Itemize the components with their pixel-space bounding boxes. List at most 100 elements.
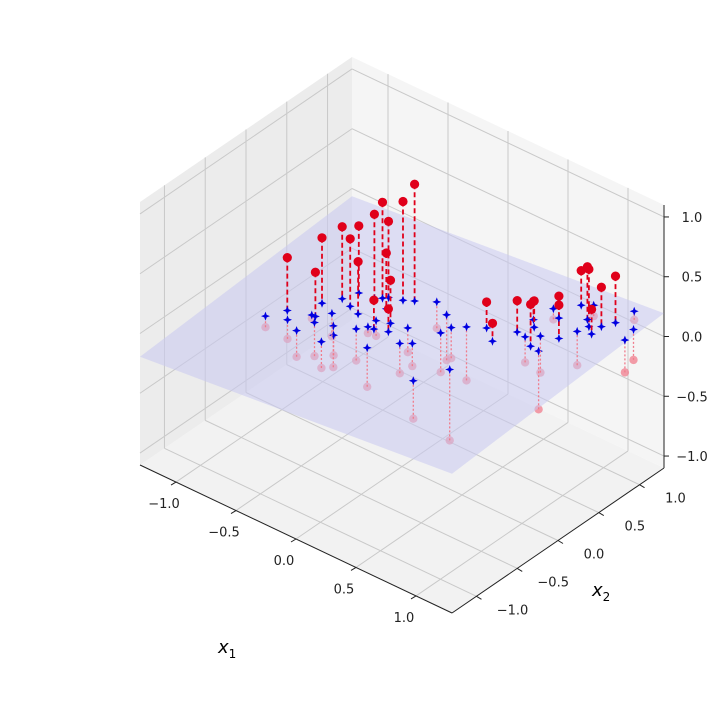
projected-point <box>386 318 395 328</box>
projected-point <box>282 306 292 315</box>
data-point-above <box>369 295 379 305</box>
data-point-above <box>383 304 393 314</box>
projected-point <box>554 333 564 343</box>
data-point-above <box>487 318 498 328</box>
projected-point <box>535 331 545 341</box>
data-point-above <box>398 196 408 207</box>
projected-point <box>345 301 355 311</box>
data-point-above <box>377 197 388 207</box>
data-point-above <box>381 248 391 258</box>
z-tick-label: 0.5 <box>682 271 703 286</box>
projected-point <box>327 308 337 318</box>
projected-point <box>584 322 594 332</box>
grid-line <box>205 419 518 569</box>
data-point-above <box>337 222 347 232</box>
projected-point <box>462 322 471 332</box>
projected-point <box>482 323 492 333</box>
projected-point <box>572 326 582 336</box>
y-axis-label-subscript: 2 <box>603 590 611 604</box>
y-tick <box>557 540 564 544</box>
data-point-above <box>554 291 564 301</box>
tick-labels: −1.0 −0.5 0.0 0.5 1.0 −1.0 −0.5 0.0 0.5 1.0 −1.0 −0… <box>148 211 708 626</box>
projected-point <box>328 321 338 331</box>
data-point-above <box>369 209 379 219</box>
y-tick-label: 1.0 <box>665 492 686 507</box>
projected-point <box>395 338 405 348</box>
y-tick <box>598 512 605 517</box>
projected-point <box>310 311 320 321</box>
projected-point <box>407 339 417 348</box>
x-tick-label: −1.0 <box>148 497 180 512</box>
above-plane-layer <box>282 179 621 328</box>
projected-point <box>261 311 270 321</box>
z-tick-label: 1.0 <box>682 211 703 226</box>
data-point-above <box>310 267 320 277</box>
projected-point <box>520 332 530 342</box>
data-point-above <box>610 271 621 281</box>
grid-line <box>139 68 353 215</box>
projected-point <box>310 318 319 327</box>
projected-point <box>512 327 522 337</box>
x-tick <box>410 595 417 600</box>
projection-plane <box>140 196 664 474</box>
x-tick-label: −0.5 <box>208 526 240 541</box>
x-tick-label: 0.0 <box>274 554 295 569</box>
projected-point <box>596 322 606 332</box>
projected-point <box>488 336 497 346</box>
projected-point <box>629 306 639 316</box>
projected-point <box>442 310 452 320</box>
y-tick <box>639 484 645 489</box>
projected-point <box>384 293 393 303</box>
projected-point <box>526 341 536 351</box>
projected-point <box>589 300 599 310</box>
projected-point <box>408 376 418 386</box>
projected-point <box>446 323 456 333</box>
projected-point <box>611 318 620 328</box>
z-tick-label: −0.5 <box>676 390 708 405</box>
z-tick-label: −1.0 <box>676 450 708 465</box>
projected-point <box>582 315 592 325</box>
x-tick <box>170 481 177 486</box>
y-tick <box>516 567 523 572</box>
projected-point <box>371 316 381 326</box>
projected-point <box>307 310 317 320</box>
x-tick <box>290 538 297 543</box>
y-tick-label: −0.5 <box>537 575 569 590</box>
projected-point <box>436 328 446 338</box>
grid-line <box>245 392 559 541</box>
grid-line <box>351 128 665 278</box>
projected-point <box>403 323 413 333</box>
projected-point <box>554 313 564 323</box>
projected-point <box>398 295 408 305</box>
data-point-above <box>383 216 394 226</box>
grid-line <box>139 128 353 275</box>
data-point-above <box>582 262 593 272</box>
y-axis-label: x2 <box>591 580 610 604</box>
data-point-above <box>596 282 607 292</box>
projected-point <box>337 294 347 304</box>
data-point-above <box>354 221 364 231</box>
y-tick-label: 0.5 <box>624 520 645 535</box>
projected-point <box>629 325 638 334</box>
projected-point <box>292 326 302 336</box>
x-tick-label: 0.5 <box>334 583 355 598</box>
projected-point <box>316 337 326 347</box>
projected-point <box>362 343 372 353</box>
data-point-above <box>410 179 420 189</box>
projected-point <box>620 335 630 345</box>
data-point-above <box>482 297 492 307</box>
projected-point <box>353 309 363 319</box>
data-point-above <box>587 304 597 314</box>
data-point-above <box>385 275 396 285</box>
grid-line <box>351 68 665 218</box>
y-tick <box>476 595 482 600</box>
data-point-above <box>353 257 363 267</box>
projected-point <box>587 329 597 339</box>
projection-plane-layer <box>140 196 664 474</box>
x-axis-label: x1 <box>217 637 236 661</box>
data-point-above <box>317 233 327 243</box>
x-axis-label-subscript: 1 <box>229 647 237 661</box>
data-point-above <box>282 253 292 263</box>
grid-line <box>139 188 353 334</box>
